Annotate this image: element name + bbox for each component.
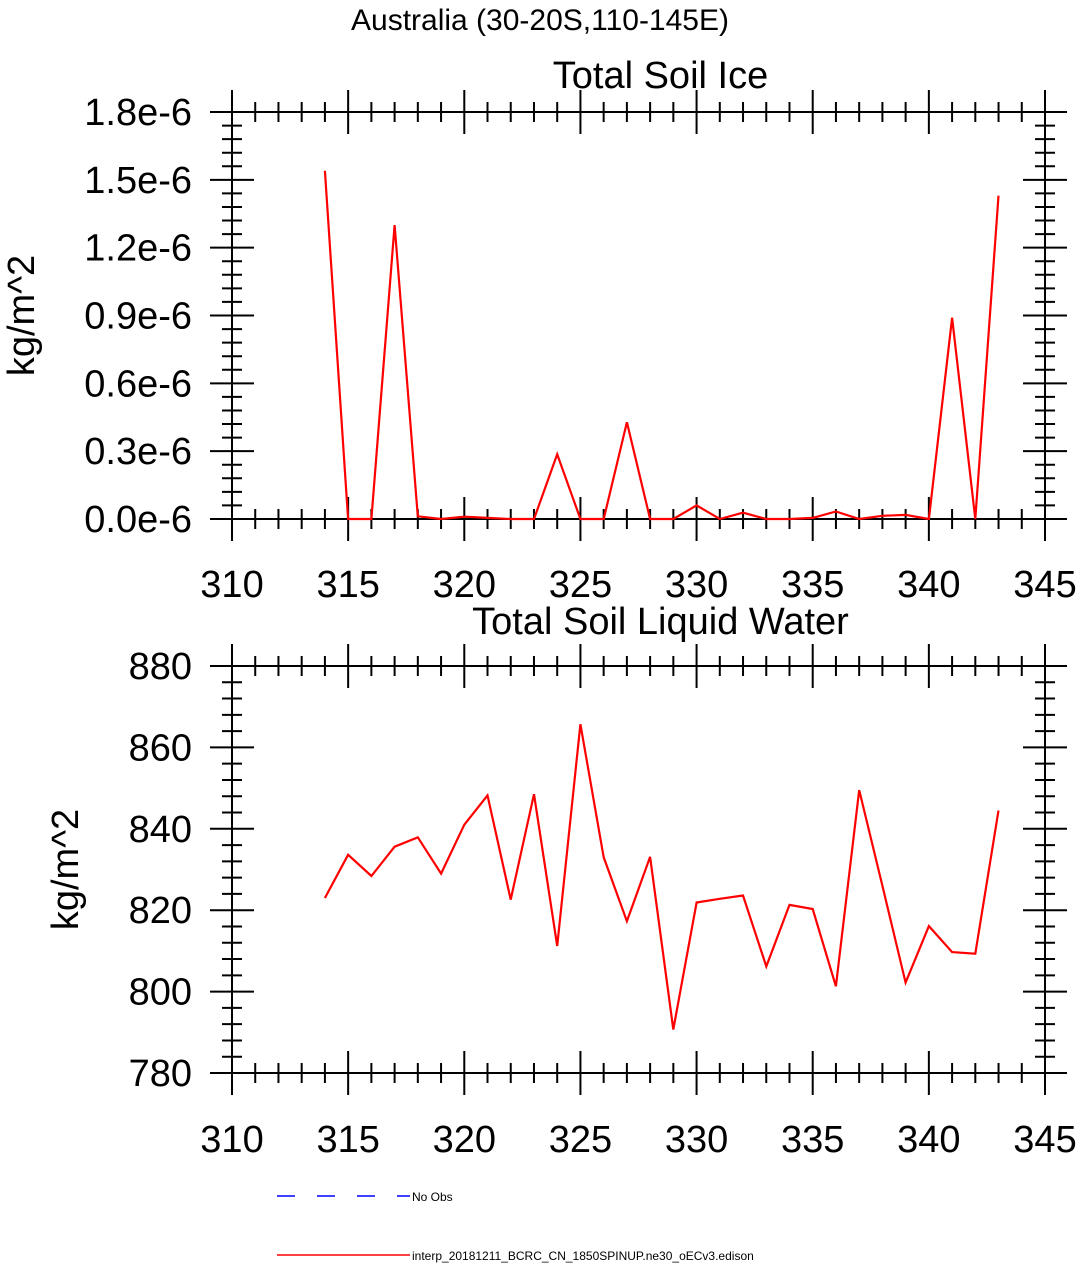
- x-tick-label: 325: [549, 564, 612, 606]
- y-tick-label: 1.2e-6: [84, 228, 192, 270]
- chart-legend: No Obs interp_20181211_BCRC_CN_1850SPINUP…: [277, 1190, 754, 1263]
- x-tick-label: 315: [316, 1119, 379, 1161]
- y-tick-label: 1.5e-6: [84, 160, 192, 202]
- x-tick-label: 340: [897, 1119, 960, 1161]
- x-tick-label: 330: [665, 1119, 728, 1161]
- x-tick-label: 330: [665, 564, 728, 606]
- y-axis-label: kg/m^2: [1, 255, 43, 376]
- y-tick-label: 0.6e-6: [84, 363, 192, 405]
- y-tick-label: 840: [129, 809, 192, 851]
- panel-title: Total Soil Ice: [553, 55, 768, 97]
- x-tick-label: 320: [433, 564, 496, 606]
- x-tick-label: 345: [1013, 1119, 1076, 1161]
- x-tick-label: 320: [433, 1119, 496, 1161]
- y-tick-label: 820: [129, 890, 192, 932]
- series-line-1: [323, 170, 1000, 521]
- y-tick-label: 880: [129, 646, 192, 688]
- x-tick-label: 345: [1013, 564, 1076, 606]
- chart-panels: Total Soil Ice kg/m^2 310 315 320 325 330 335 34…: [1, 55, 1077, 1161]
- panel-title: Total Soil Liquid Water: [472, 601, 849, 643]
- legend-label: interp_20181211_BCRC_CN_1850SPINUP.ne30_…: [412, 1249, 754, 1263]
- y-tick-label: 1.8e-6: [84, 92, 192, 134]
- x-tick-label: 310: [200, 564, 263, 606]
- x-tick-label: 340: [897, 564, 960, 606]
- y-tick-label: 0.3e-6: [84, 431, 192, 473]
- plot-frame: [231, 665, 1046, 1074]
- x-tick-label: 315: [316, 564, 379, 606]
- legend-label: No Obs: [412, 1190, 453, 1204]
- y-tick-label: 780: [129, 1053, 192, 1095]
- series-line-1: [323, 724, 1000, 1030]
- plot-frame: [231, 111, 1046, 520]
- x-tick-label: 335: [781, 1119, 844, 1161]
- y-axis-label: kg/m^2: [45, 809, 87, 930]
- chart-panel-2: Total Soil Liquid Water kg/m^2 310 315 320 32…: [45, 601, 1077, 1161]
- x-tick-label: 335: [781, 564, 844, 606]
- y-tick-label: 860: [129, 727, 192, 769]
- y-tick-label: 0.0e-6: [84, 499, 192, 541]
- figure-title: Australia (30-20S,110-145E): [351, 4, 729, 37]
- y-tick-label: 800: [129, 972, 192, 1014]
- chart-panel-1: Total Soil Ice kg/m^2 310 315 320 325 330 335 34…: [1, 55, 1077, 606]
- x-tick-label: 325: [549, 1119, 612, 1161]
- x-tick-label: 310: [200, 1119, 263, 1161]
- y-tick-label: 0.9e-6: [84, 296, 192, 338]
